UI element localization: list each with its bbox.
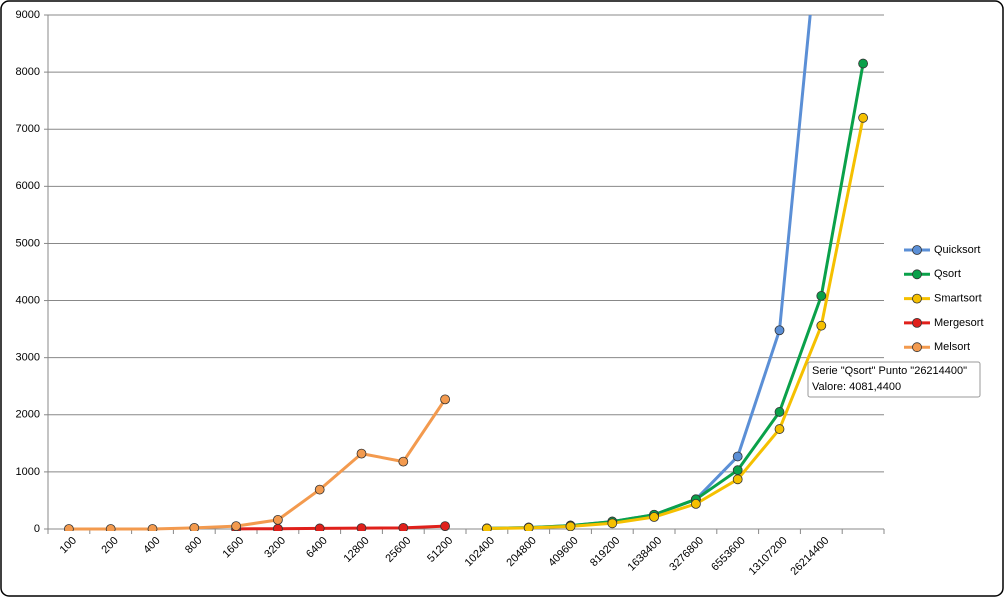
- data-point: [440, 521, 450, 531]
- data-point: [398, 456, 409, 467]
- data-point: [732, 465, 743, 476]
- legend-marker: [912, 269, 922, 280]
- legend-marker: [912, 293, 922, 304]
- data-point: [691, 498, 701, 509]
- data-point: [314, 523, 325, 531]
- data-point: [189, 522, 200, 531]
- data-point: [607, 518, 618, 529]
- data-point: [64, 524, 74, 531]
- data-point: [858, 112, 868, 123]
- data-point: [774, 424, 785, 434]
- y-tick-label: 3000: [16, 352, 40, 364]
- tooltip-line: Valore: 4081,4400: [812, 381, 901, 393]
- data-point: [482, 523, 492, 531]
- data-point: [649, 512, 659, 522]
- data-point: [231, 521, 241, 531]
- data-point: [356, 523, 367, 531]
- y-tick-label: 4000: [16, 294, 40, 306]
- legend-label: Quicksort: [934, 244, 980, 256]
- legend-marker: [912, 317, 922, 328]
- y-tick-label: 2000: [16, 409, 40, 421]
- data-point: [523, 522, 534, 531]
- legend-label: Melsort: [934, 341, 970, 353]
- data-point: [105, 524, 116, 531]
- legend-label: Qsort: [934, 268, 961, 280]
- tooltip: Serie "Qsort" Punto "26214400" Valore: 40…: [807, 361, 981, 398]
- series-line: [236, 524, 446, 531]
- data-point: [774, 325, 785, 336]
- y-tick-label: 1000: [16, 466, 40, 478]
- legend-marker: [912, 342, 922, 353]
- y-tick-label: 9000: [16, 9, 40, 21]
- data-point: [858, 58, 868, 69]
- data-point: [732, 474, 743, 485]
- y-tick-label: 6000: [16, 180, 40, 192]
- data-point: [398, 522, 409, 531]
- series-line: [486, 117, 865, 531]
- legend-label: Smartsort: [934, 293, 982, 305]
- data-point: [732, 451, 743, 462]
- data-point: [774, 407, 785, 417]
- data-point: [440, 394, 451, 405]
- data-point: [272, 514, 283, 525]
- data-point: [356, 448, 367, 459]
- y-tick-label: 7000: [16, 123, 40, 135]
- data-point: [565, 521, 576, 531]
- legend-label: Mergesort: [934, 317, 984, 329]
- y-tick-label: 0: [34, 523, 40, 535]
- legend-marker: [912, 245, 922, 255]
- data-point: [314, 484, 325, 495]
- y-tick-label: 5000: [16, 237, 40, 249]
- data-point: [147, 524, 158, 531]
- y-tick-label: 8000: [16, 66, 40, 78]
- series-line: [68, 398, 447, 531]
- tooltip-box: [807, 361, 981, 398]
- tooltip-line: Serie "Qsort" Punto "26214400": [812, 365, 967, 377]
- data-point: [816, 291, 827, 301]
- data-point: [816, 320, 827, 331]
